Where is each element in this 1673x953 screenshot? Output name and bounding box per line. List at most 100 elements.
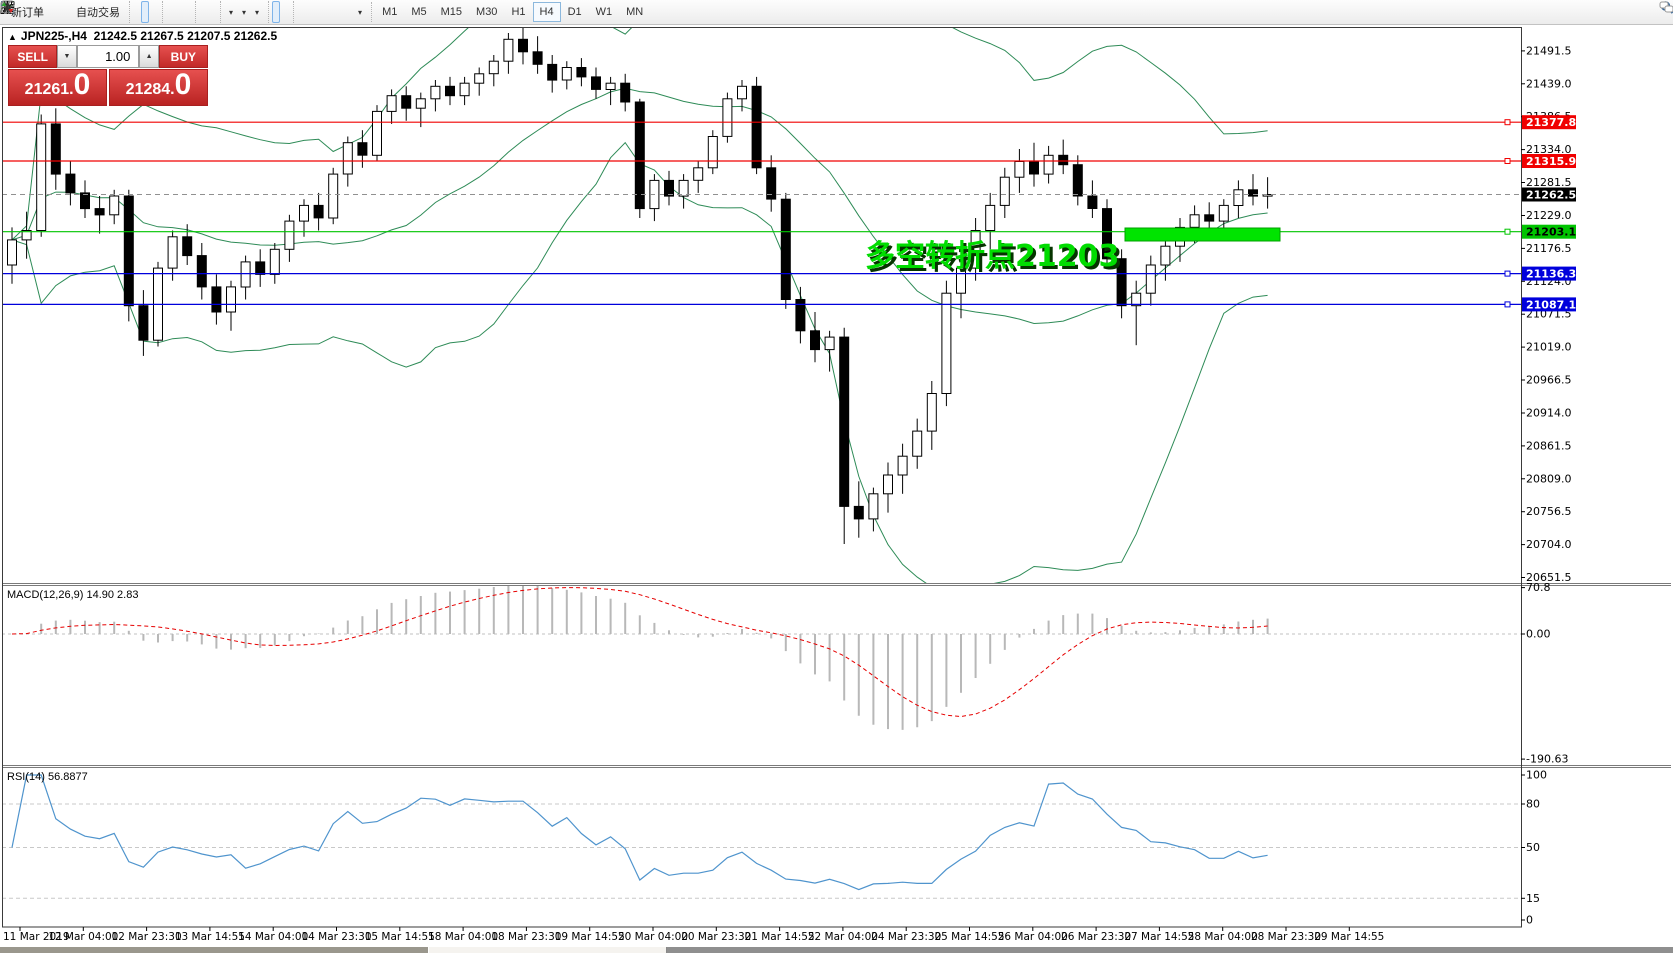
price-label-chip: 21262.5 (1522, 187, 1576, 202)
line-anchor[interactable] (1504, 228, 1511, 235)
volume-input[interactable]: 1.00 (76, 45, 140, 68)
bar-chart-button[interactable] (1, 1, 141, 23)
window-tab-bar (0, 947, 1673, 953)
zoom-in-button[interactable] (1, 1, 174, 23)
text-label-tool[interactable]: T (1, 1, 353, 23)
indicators-button[interactable]: ▾ (1, 1, 237, 23)
dropdown-arrow-icon[interactable]: ▾ (229, 7, 234, 17)
fibonacci-tool[interactable]: F (1, 1, 337, 23)
autotrading-button[interactable]: 自动交易 (0, 1, 124, 23)
chart-shift-button[interactable] (2, 1, 215, 23)
text-tool[interactable]: A (4, 1, 345, 23)
svg-text:14 Mar 04:00: 14 Mar 04:00 (238, 931, 308, 943)
svg-text:21087.1: 21087.1 (1526, 298, 1576, 311)
svg-text:0.00: 0.00 (1526, 628, 1551, 641)
svg-text:12 Mar 23:30: 12 Mar 23:30 (112, 931, 182, 943)
timeframe-MN-button[interactable]: MN (626, 6, 644, 18)
svg-text:21315.9: 21315.9 (1526, 155, 1576, 168)
svg-text:21439.0: 21439.0 (1526, 77, 1572, 90)
trendline-tool[interactable] (0, 1, 321, 23)
line-anchor[interactable] (1504, 158, 1511, 164)
candle-chart-button[interactable] (2, 1, 149, 23)
svg-text:100: 100 (1526, 769, 1547, 782)
sell-price-button[interactable]: 21261. 0 (8, 69, 107, 106)
macd-label: MACD(12,26,9) 14.90 2.83 (7, 589, 139, 601)
dropdown-arrow-icon[interactable]: ▾ (242, 7, 247, 17)
svg-text:29 Mar 14:55: 29 Mar 14:55 (1314, 931, 1384, 943)
line-anchor[interactable] (1504, 270, 1511, 277)
auto-scroll-button[interactable] (2, 1, 207, 23)
window-tab-area[interactable] (667, 947, 1673, 953)
templates-button[interactable]: ▾ (1, 1, 263, 23)
timeframe-W1-button[interactable]: W1 (595, 6, 613, 18)
svg-text:80: 80 (1526, 798, 1540, 811)
buy-button[interactable]: BUY (158, 45, 208, 68)
periods-button[interactable]: ▾ (1, 1, 250, 23)
svg-text:20704.0: 20704.0 (1526, 538, 1572, 551)
horizontal-line-tool[interactable] (1, 1, 313, 23)
timeframe-H1-button[interactable]: H1 (511, 6, 526, 18)
profile-button[interactable] (2, 1, 64, 23)
price-label-chip: 21377.8 (1522, 115, 1576, 130)
timeframe-D1-button[interactable]: D1 (567, 6, 582, 18)
svg-text:21377.8: 21377.8 (1526, 116, 1576, 129)
volume-decrement-button[interactable]: ▼ (57, 45, 77, 68)
svg-text:28 Mar 23:30: 28 Mar 23:30 (1251, 931, 1321, 943)
macd-histogram (25, 586, 1269, 730)
rsi-label: RSI(14) 56.8877 (7, 771, 88, 783)
annotation-text[interactable]: 多空转折点21203 (865, 239, 1119, 274)
svg-text:70.8: 70.8 (1526, 581, 1551, 594)
crosshair-button[interactable] (1, 1, 288, 23)
svg-text:24 Mar 23:30: 24 Mar 23:30 (871, 931, 941, 943)
buy-price: 21284 (125, 81, 171, 98)
buy-price-button[interactable]: 21284. 0 (109, 69, 208, 106)
svg-text:22 Mar 04:00: 22 Mar 04:00 (808, 931, 878, 943)
annotation-shadow: 多空转折点21203 (868, 242, 1122, 277)
svg-text:13 Mar 14:55: 13 Mar 14:55 (175, 931, 245, 943)
svg-text:F: F (10, 9, 14, 15)
volume-increment-button[interactable]: ▲ (139, 45, 159, 68)
signals-button[interactable] (1, 1, 72, 23)
svg-text:20966.5: 20966.5 (1526, 374, 1572, 387)
timeframe-M5-button[interactable]: M5 (411, 6, 427, 18)
price-label-chip: 21136.3 (1522, 266, 1576, 281)
equidistant-channel-tool[interactable]: E (0, 1, 329, 23)
timeframe-M15-button[interactable]: M15 (440, 6, 463, 18)
zoom-out-button[interactable] (1, 1, 182, 23)
timeframe-M30-button[interactable]: M30 (476, 6, 498, 18)
svg-text:21 Mar 14:55: 21 Mar 14:55 (745, 931, 815, 943)
toolbar-group-pointer (1, 1, 291, 23)
line-anchor[interactable] (1504, 301, 1511, 308)
rsi-line (11, 774, 1268, 891)
line-chart-button[interactable] (0, 1, 157, 23)
svg-text:19 Mar 14:55: 19 Mar 14:55 (555, 931, 625, 943)
bollinger-upper-band (11, 28, 1268, 241)
tile-windows-button[interactable] (1, 1, 190, 23)
dropdown-arrow-icon[interactable]: ▾ (358, 7, 363, 17)
line-anchor[interactable] (1504, 119, 1511, 126)
sell-button[interactable]: SELL (8, 45, 58, 68)
window-tab[interactable] (0, 947, 429, 953)
vertical-line-tool[interactable] (6, 1, 305, 23)
collapse-icon[interactable]: ▲ (8, 32, 17, 42)
svg-text:20809.0: 20809.0 (1526, 472, 1572, 485)
timeframe-M1-button[interactable]: M1 (382, 6, 398, 18)
svg-text:11 Mar 2019: 11 Mar 2019 (3, 931, 70, 943)
timeframe-H4-button[interactable]: H4 (532, 2, 561, 22)
chart-title: JPN225-,H4 (20, 29, 87, 43)
svg-text:21019.0: 21019.0 (1526, 341, 1572, 354)
svg-text:14 Mar 23:30: 14 Mar 23:30 (301, 931, 371, 943)
svg-text:A: A (4, 1, 13, 15)
arrow-tools[interactable]: ▾ (1, 1, 366, 23)
window-tab-active[interactable] (429, 947, 667, 953)
cursor-button[interactable] (4, 1, 281, 23)
svg-text:26 Mar 23:30: 26 Mar 23:30 (1061, 931, 1131, 943)
svg-text:20 Mar 04:00: 20 Mar 04:00 (618, 931, 688, 943)
dropdown-arrow-icon[interactable]: ▾ (255, 7, 260, 17)
highlight-rectangle[interactable] (1124, 227, 1281, 242)
gold-diamond-button[interactable] (1, 1, 56, 23)
